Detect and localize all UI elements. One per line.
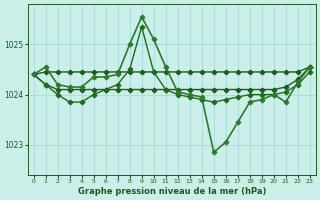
X-axis label: Graphe pression niveau de la mer (hPa): Graphe pression niveau de la mer (hPa) xyxy=(77,187,266,196)
